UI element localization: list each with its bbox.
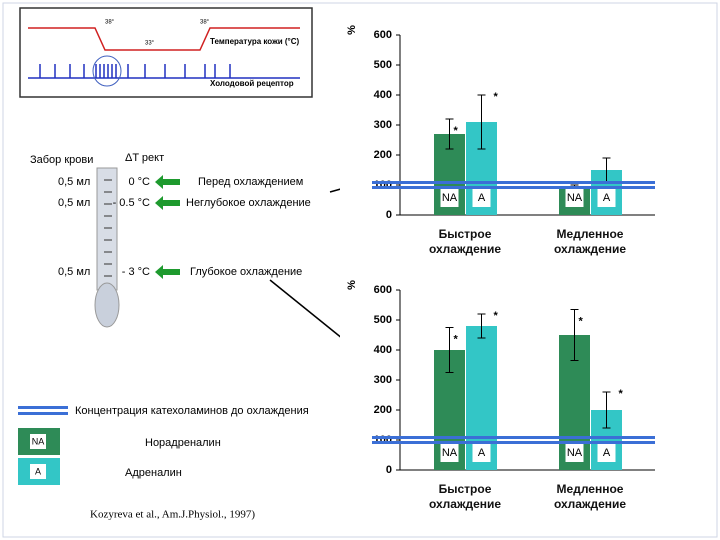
- significance-mark: *: [454, 333, 459, 345]
- y-tick-label: 200: [374, 149, 392, 161]
- bar-code-box: [472, 444, 491, 462]
- bar-code: NA: [567, 447, 583, 459]
- highlight-circle: [92, 55, 122, 87]
- bar-code: A: [603, 447, 611, 459]
- green-arrow: [155, 196, 180, 210]
- y-tick-label: 100: [374, 179, 392, 191]
- arrow: [269, 279, 349, 344]
- error-bar: [477, 94, 486, 150]
- legend-text: Адреналин: [125, 467, 182, 479]
- legend-baseline: [18, 412, 68, 415]
- stage-label: Перед охлаждением: [198, 176, 303, 188]
- thermometer-tube: [96, 167, 118, 291]
- bar-code: A: [478, 447, 486, 459]
- y-tick-label: 0: [386, 464, 392, 476]
- y-tick-label: 300: [374, 119, 392, 131]
- legend-na-inner: [30, 434, 46, 449]
- temp-label: Температура кожи (°C): [210, 37, 300, 46]
- reference-line: [372, 441, 655, 444]
- bar-code-box: [440, 189, 459, 207]
- receptor-spikes: [28, 64, 300, 79]
- y-tick-label: 200: [374, 404, 392, 416]
- significance-mark: *: [454, 125, 459, 137]
- y-tick-label: 600: [374, 29, 392, 41]
- legend-na-code: NA: [32, 436, 45, 446]
- reference-line: [372, 181, 655, 184]
- chart-panel: [340, 278, 658, 527]
- bar-code-box: [440, 444, 459, 462]
- y-tick-label: 100: [374, 434, 392, 446]
- error-bar: [445, 118, 454, 150]
- y-tick-label: 300: [374, 374, 392, 386]
- schematic-box: [19, 7, 313, 98]
- significance-mark: *: [619, 388, 624, 400]
- category-label: Быстрое охлаждение: [428, 482, 502, 511]
- temp-mark: 33°: [145, 41, 155, 47]
- temp-label: 0 °C: [128, 176, 150, 188]
- y-tick-label: 600: [374, 284, 392, 296]
- volume-label: 0,5 мл: [58, 176, 90, 188]
- temp-mark: 38°: [105, 20, 115, 26]
- legend-a-code: A: [35, 466, 41, 476]
- significance-mark: *: [494, 310, 499, 322]
- y-tick-label: 500: [374, 59, 392, 71]
- bar-code: A: [478, 192, 486, 204]
- temp-mark: 38°: [200, 20, 210, 26]
- legend-text: Концентрация катехоламинов до охлаждения: [75, 405, 309, 417]
- category-label: Медленное охлаждение: [553, 227, 627, 256]
- category-label: Медленное охлаждение: [553, 482, 627, 511]
- volume-label: 0,5 мл: [58, 266, 90, 278]
- legend-baseline: [18, 406, 68, 409]
- bar-code: NA: [442, 447, 458, 459]
- bar-code: A: [603, 192, 611, 204]
- temp-label: - 3 °C: [122, 266, 150, 278]
- significance-mark: *: [579, 315, 584, 327]
- error-bar: [477, 313, 486, 339]
- y-tick-label: 400: [374, 344, 392, 356]
- green-arrow: [155, 265, 180, 279]
- thermometer-bulb: [94, 282, 120, 328]
- stage-label: Неглубокое охлаждение: [186, 197, 311, 209]
- delta-label: ΔT рект: [125, 152, 164, 164]
- error-bar: [570, 309, 579, 361]
- volume-label: 0,5 мл: [58, 197, 90, 209]
- bar-code-box: [565, 444, 584, 462]
- y-axis-label: %: [346, 280, 358, 290]
- green-arrow: [155, 175, 180, 189]
- bar-code-box: [472, 189, 491, 207]
- temp-label: - 0.5 °C: [113, 197, 150, 209]
- bar-code: NA: [567, 192, 583, 204]
- blood-label: Забор крови: [30, 154, 93, 166]
- legend-a-inner: [30, 464, 46, 479]
- citation: Kozyreva et al., Am.J.Physiol., 1997): [90, 509, 255, 521]
- error-bar: [602, 391, 611, 429]
- bar-code-box: [597, 444, 616, 462]
- significance-mark: *: [494, 91, 499, 103]
- y-axis-label: %: [346, 25, 358, 35]
- reference-line: [372, 186, 655, 189]
- reference-line: [372, 436, 655, 439]
- bar-code-box: [597, 189, 616, 207]
- bar-code-box: [565, 189, 584, 207]
- thermometer-ticks: [104, 179, 112, 277]
- y-tick-label: 0: [386, 209, 392, 221]
- legend-text: Норадреналин: [145, 437, 221, 449]
- temperature-trace: [28, 27, 300, 51]
- stage-label: Глубокое охлаждение: [190, 266, 302, 278]
- category-label: Быстрое охлаждение: [428, 227, 502, 256]
- bar-code: NA: [442, 192, 458, 204]
- chart-panel: [340, 15, 658, 275]
- receptor-label: Холодовой рецептор: [210, 79, 294, 88]
- y-tick-label: 500: [374, 314, 392, 326]
- error-bar: [445, 327, 454, 373]
- y-tick-label: 400: [374, 89, 392, 101]
